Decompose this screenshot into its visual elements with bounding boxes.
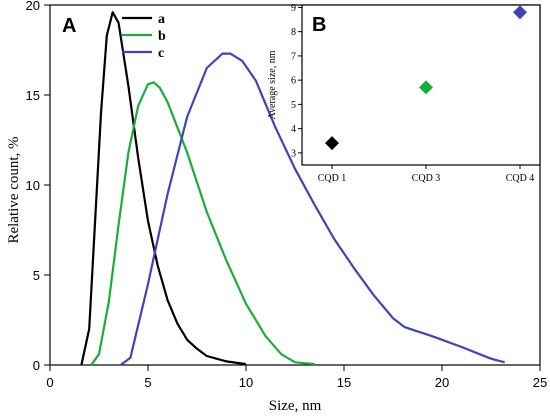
panel-b-y-tick-label: 5 <box>291 100 296 111</box>
panel-b-x-tick-label: CQD 3 <box>412 173 441 184</box>
panel-b-y-tick-label: 6 <box>291 76 296 87</box>
panel-a-x-tick-label: 10 <box>239 375 253 390</box>
panel-a-y-tick-label: 5 <box>33 268 40 283</box>
legend-label-c: c <box>158 46 164 61</box>
curve-a <box>80 11 247 366</box>
panel-a-y-ticks: 0 5 10 15 20 <box>26 0 50 373</box>
panel-a-y-axis-label: Relative count, % <box>6 136 22 243</box>
panel-a-x-tick-label: 15 <box>337 375 351 390</box>
point-cqd-1 <box>325 136 339 151</box>
panel-b-y-tick-label: 3 <box>291 148 296 159</box>
panel-a-x-tick-label: 20 <box>435 375 449 390</box>
panel-b-points <box>325 5 527 151</box>
legend-label-a: a <box>158 12 165 27</box>
panel-a-x-tick-label: 5 <box>144 375 151 390</box>
legend-label-b: b <box>158 29 166 44</box>
panel-b-y-tick-label: 4 <box>291 124 296 135</box>
panel-a-y-tick-label: 0 <box>33 358 40 373</box>
point-cqd-3 <box>419 80 433 95</box>
panel-a-curves <box>80 11 505 366</box>
curve-b <box>90 81 315 366</box>
curve-c <box>119 52 505 366</box>
panel-a-x-axis-label: Size, nm <box>269 398 322 414</box>
panel-b-x-tick-label: CQD 4 <box>506 173 535 184</box>
panel-b-x-ticks: CQD 1 CQD 3 CQD 4 <box>318 165 535 184</box>
panel-b-letter: B <box>312 14 326 36</box>
panel-b-y-tick-label: 8 <box>291 27 296 38</box>
panel-a-y-tick-label: 20 <box>26 0 40 13</box>
panel-b-inset: CQD 1 CQD 3 CQD 4 3 4 5 6 7 8 9 B Average size, … <box>267 3 541 184</box>
panel-a-plot: 0 5 10 15 20 25 0 5 10 15 20 A Size, nm Relative … <box>6 0 547 414</box>
panel-a-legend: abc <box>122 12 166 61</box>
panel-b-y-tick-label: 7 <box>291 51 296 62</box>
panel-a-y-tick-label: 10 <box>26 178 40 193</box>
panel-a-letter: A <box>62 15 76 37</box>
panel-b-frame <box>301 4 541 166</box>
panel-a-x-tick-label: 25 <box>533 375 547 390</box>
panel-a-x-ticks: 0 5 10 15 20 25 <box>46 365 547 390</box>
panel-b-y-axis-label: Average size, nm <box>267 50 278 119</box>
panel-a-y-tick-label: 15 <box>26 88 40 103</box>
panel-b-y-tick-label: 9 <box>291 3 296 14</box>
panel-b-y-ticks: 3 4 5 6 7 8 9 <box>291 3 302 159</box>
point-cqd-4 <box>513 5 527 20</box>
panel-a-x-tick-label: 0 <box>46 375 53 390</box>
panel-b-x-tick-label: CQD 1 <box>318 173 347 184</box>
